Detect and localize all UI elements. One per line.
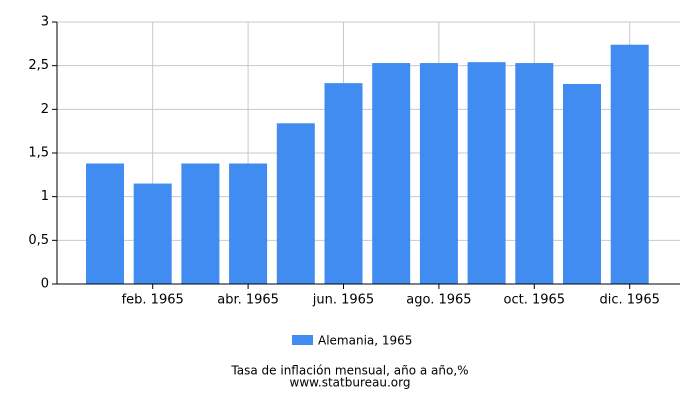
source: www.statbureau.org (290, 376, 411, 390)
bar (276, 123, 315, 284)
legend-label: Alemania, 1965 (318, 334, 412, 348)
x-tick-label: ago. 1965 (406, 293, 471, 308)
x-tick-label: oct. 1965 (504, 293, 566, 308)
x-axis-label: Tasa de inflación mensual, año a año,% (230, 364, 468, 378)
bar (610, 44, 649, 284)
bar (515, 63, 554, 285)
y-tick-label: 0,5 (28, 233, 49, 248)
bar (86, 163, 124, 284)
bar (563, 84, 601, 284)
bar (229, 163, 268, 284)
x-tick-label: dic. 1965 (600, 293, 660, 308)
bar (467, 62, 506, 284)
y-tick-label: 2,5 (28, 58, 49, 73)
bar (324, 83, 363, 284)
x-tick-label: abr. 1965 (217, 293, 279, 308)
y-tick-label: 0 (41, 277, 49, 292)
y-tick-label: 2 (41, 102, 49, 117)
bar (372, 63, 411, 285)
y-tick-label: 3 (41, 15, 49, 30)
bar (419, 63, 458, 285)
bar (181, 163, 220, 284)
x-tick-label: jun. 1965 (312, 293, 374, 308)
legend-swatch (292, 335, 313, 345)
y-tick-label: 1 (41, 189, 49, 204)
x-tick-label: feb. 1965 (122, 293, 184, 308)
bar (133, 183, 172, 284)
y-tick-label: 1,5 (28, 146, 49, 161)
